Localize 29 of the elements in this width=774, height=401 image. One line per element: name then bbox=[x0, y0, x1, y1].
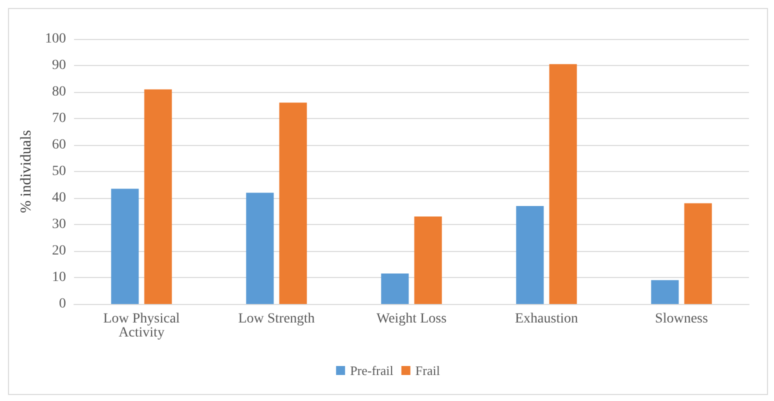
bar bbox=[381, 274, 409, 304]
y-tick-label: 90 bbox=[52, 58, 66, 73]
bar bbox=[279, 102, 307, 304]
bar bbox=[246, 192, 274, 304]
y-tick-label: 10 bbox=[52, 270, 66, 285]
x-tick-label: Weight Loss bbox=[376, 312, 447, 326]
bar bbox=[144, 89, 172, 304]
x-tick-label: Exhaustion bbox=[515, 312, 578, 326]
y-tick-label: 40 bbox=[52, 190, 66, 206]
y-tick-label: 30 bbox=[52, 217, 66, 232]
bar bbox=[516, 206, 544, 304]
y-tick-label: 0 bbox=[59, 296, 66, 312]
bar bbox=[414, 216, 442, 304]
y-tick-label: 20 bbox=[52, 244, 66, 258]
y-tick-label: 70 bbox=[52, 111, 66, 126]
y-axis-title: % individuals bbox=[18, 130, 35, 213]
bar bbox=[549, 64, 577, 304]
y-tick-label: 60 bbox=[52, 138, 66, 152]
x-tick-label: Low Physical Activity bbox=[103, 312, 180, 340]
x-tick-label: Low Strength bbox=[238, 312, 315, 326]
y-tick-label: 50 bbox=[52, 164, 66, 179]
bar bbox=[684, 203, 712, 304]
bar bbox=[111, 188, 139, 304]
y-tick-label: 80 bbox=[52, 84, 66, 100]
y-tick-label: 100 bbox=[45, 32, 66, 46]
legend-label: Frail bbox=[415, 363, 440, 378]
legend-label: Pre-frail bbox=[350, 363, 394, 378]
x-tick-label: Slowness bbox=[655, 312, 708, 326]
bar bbox=[651, 280, 679, 304]
